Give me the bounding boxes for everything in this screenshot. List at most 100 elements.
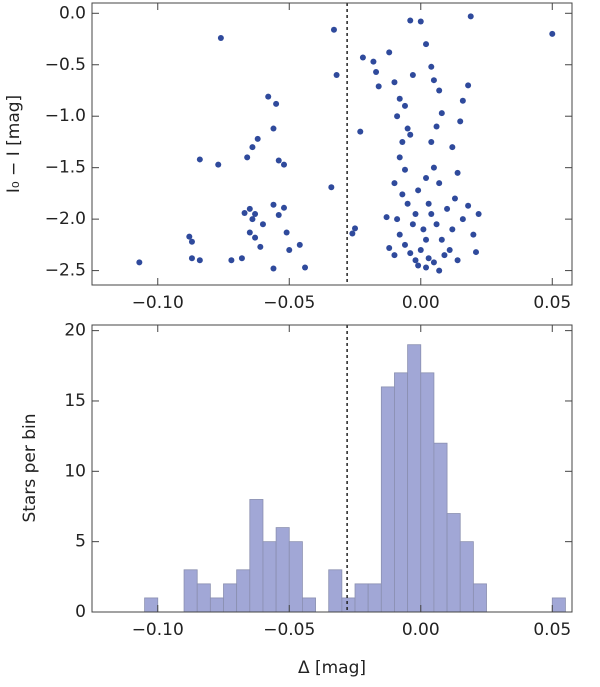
y-tick-label: −0.5 xyxy=(45,55,86,75)
point xyxy=(333,72,340,79)
point xyxy=(409,221,416,228)
point xyxy=(465,82,472,89)
point xyxy=(238,255,245,262)
point xyxy=(449,144,456,151)
bar xyxy=(209,597,224,613)
point xyxy=(394,113,401,120)
point xyxy=(396,95,403,102)
point xyxy=(425,200,432,207)
bar xyxy=(288,541,303,613)
point xyxy=(241,209,248,216)
point xyxy=(417,247,424,254)
point xyxy=(423,236,430,243)
point xyxy=(259,221,266,228)
point xyxy=(428,63,435,70)
point xyxy=(415,187,422,194)
bar xyxy=(236,569,251,613)
y-tick-label: −1.5 xyxy=(45,158,86,178)
point xyxy=(396,154,403,161)
point xyxy=(454,169,461,176)
point xyxy=(257,243,264,250)
bar xyxy=(459,541,474,613)
point xyxy=(186,233,193,240)
y-tick-label: 20 xyxy=(64,321,86,341)
point xyxy=(249,144,256,151)
point xyxy=(433,123,440,130)
point xyxy=(404,200,411,207)
point xyxy=(441,252,448,259)
y-axis-label: Stars per bin xyxy=(20,413,40,522)
point xyxy=(401,241,408,248)
point xyxy=(391,180,398,187)
point xyxy=(349,230,356,237)
point xyxy=(383,214,390,221)
bar xyxy=(249,499,264,613)
point xyxy=(217,34,224,41)
point xyxy=(270,201,277,208)
point xyxy=(286,247,293,254)
x-axis-label: Δ [mag] xyxy=(298,658,366,678)
point xyxy=(283,229,290,236)
point xyxy=(436,267,443,274)
point xyxy=(401,166,408,173)
point xyxy=(399,191,406,198)
x-tick-label: 0.00 xyxy=(402,620,440,640)
bar xyxy=(144,597,159,613)
point xyxy=(423,264,430,271)
x-tick-label: 0.05 xyxy=(533,620,571,640)
point xyxy=(459,216,466,223)
bar xyxy=(380,386,395,613)
point xyxy=(359,54,366,61)
x-tick-label: 0.05 xyxy=(533,293,571,313)
point xyxy=(465,202,472,209)
point xyxy=(370,58,377,65)
point xyxy=(244,154,251,161)
point xyxy=(254,135,261,142)
bar xyxy=(420,372,435,613)
point xyxy=(444,205,451,212)
point xyxy=(428,138,435,145)
point xyxy=(270,265,277,272)
point xyxy=(436,180,443,187)
bar xyxy=(446,513,461,613)
point xyxy=(475,210,482,217)
point xyxy=(467,13,474,20)
bar xyxy=(262,541,277,613)
point xyxy=(296,241,303,248)
point xyxy=(438,236,445,243)
bar xyxy=(196,583,211,613)
y-tick-label: 0.0 xyxy=(59,3,86,23)
bar xyxy=(551,597,566,613)
bar xyxy=(183,569,198,613)
point xyxy=(457,118,464,125)
point xyxy=(425,255,432,262)
y-tick-label: −2.5 xyxy=(45,261,86,281)
point xyxy=(438,110,445,117)
point xyxy=(423,174,430,181)
bar xyxy=(341,597,356,613)
point xyxy=(430,77,437,84)
y-tick-label: 10 xyxy=(64,461,86,481)
point xyxy=(357,128,364,135)
point xyxy=(281,204,287,211)
point xyxy=(404,125,411,132)
point xyxy=(430,259,437,266)
point xyxy=(417,18,424,25)
point xyxy=(302,264,309,271)
bar xyxy=(433,442,448,613)
point xyxy=(273,100,280,107)
y-tick-label: −1.0 xyxy=(45,106,86,126)
bar xyxy=(394,372,409,613)
point xyxy=(373,68,380,75)
point xyxy=(407,17,414,24)
point xyxy=(451,195,458,202)
x-tick-label: −0.05 xyxy=(263,293,315,313)
y-tick-label: 0 xyxy=(75,602,86,622)
point xyxy=(352,225,359,232)
point xyxy=(449,226,456,233)
bar xyxy=(472,583,487,613)
point xyxy=(454,257,461,264)
point xyxy=(391,252,398,259)
point xyxy=(196,156,203,163)
